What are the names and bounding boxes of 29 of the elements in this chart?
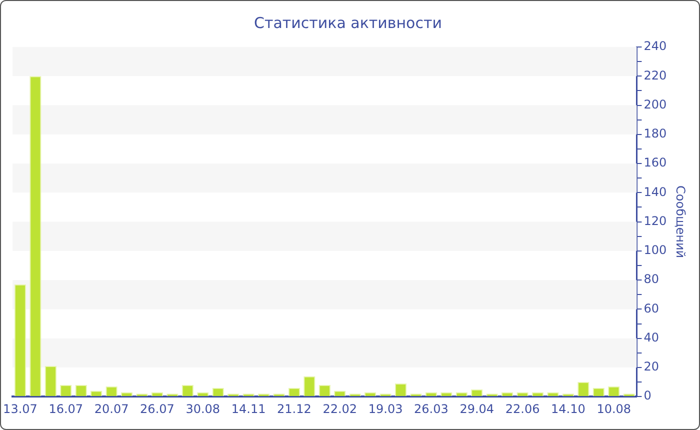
x-tick-label: 13.07 bbox=[3, 402, 38, 416]
x-tick-label: 29.04 bbox=[460, 402, 494, 416]
x-tick-label: 20.07 bbox=[94, 402, 129, 416]
x-tick-label: 26.07 bbox=[140, 402, 174, 416]
x-tick-label: 19.03 bbox=[368, 402, 403, 416]
x-tick-label: 21.12 bbox=[277, 402, 312, 416]
y-tick-label: 240 bbox=[644, 39, 667, 54]
x-tick-label: 10.08 bbox=[596, 402, 632, 416]
y-axis-title: Сообщений bbox=[674, 186, 688, 258]
x-tick-label: 22.02 bbox=[322, 402, 358, 416]
y-tick-label: 160 bbox=[644, 156, 667, 170]
y-tick-label: 20 bbox=[644, 360, 659, 374]
y-tick-label: 220 bbox=[644, 68, 667, 82]
x-tick-label: 14.11 bbox=[231, 402, 266, 416]
x-tick-label: 16.07 bbox=[48, 402, 84, 416]
y-tick-label: 100 bbox=[644, 243, 667, 258]
y-tick-label: 140 bbox=[644, 184, 667, 199]
chart-title: Статистика активности bbox=[254, 14, 442, 32]
y-tick-label: 120 bbox=[644, 214, 667, 228]
y-tick-label: 40 bbox=[644, 330, 659, 344]
x-tick-label: 22.06 bbox=[505, 402, 540, 416]
y-tick-label: 60 bbox=[644, 301, 659, 316]
y-tick-label: 0 bbox=[644, 388, 652, 403]
x-tick-label: 30.08 bbox=[186, 402, 220, 416]
y-tick-label: 180 bbox=[644, 126, 667, 141]
x-tick-label: 26.03 bbox=[414, 402, 448, 416]
x-tick-label: 14.10 bbox=[551, 402, 586, 416]
y-tick-label: 80 bbox=[644, 272, 659, 286]
y-tick-label: 200 bbox=[644, 97, 667, 112]
